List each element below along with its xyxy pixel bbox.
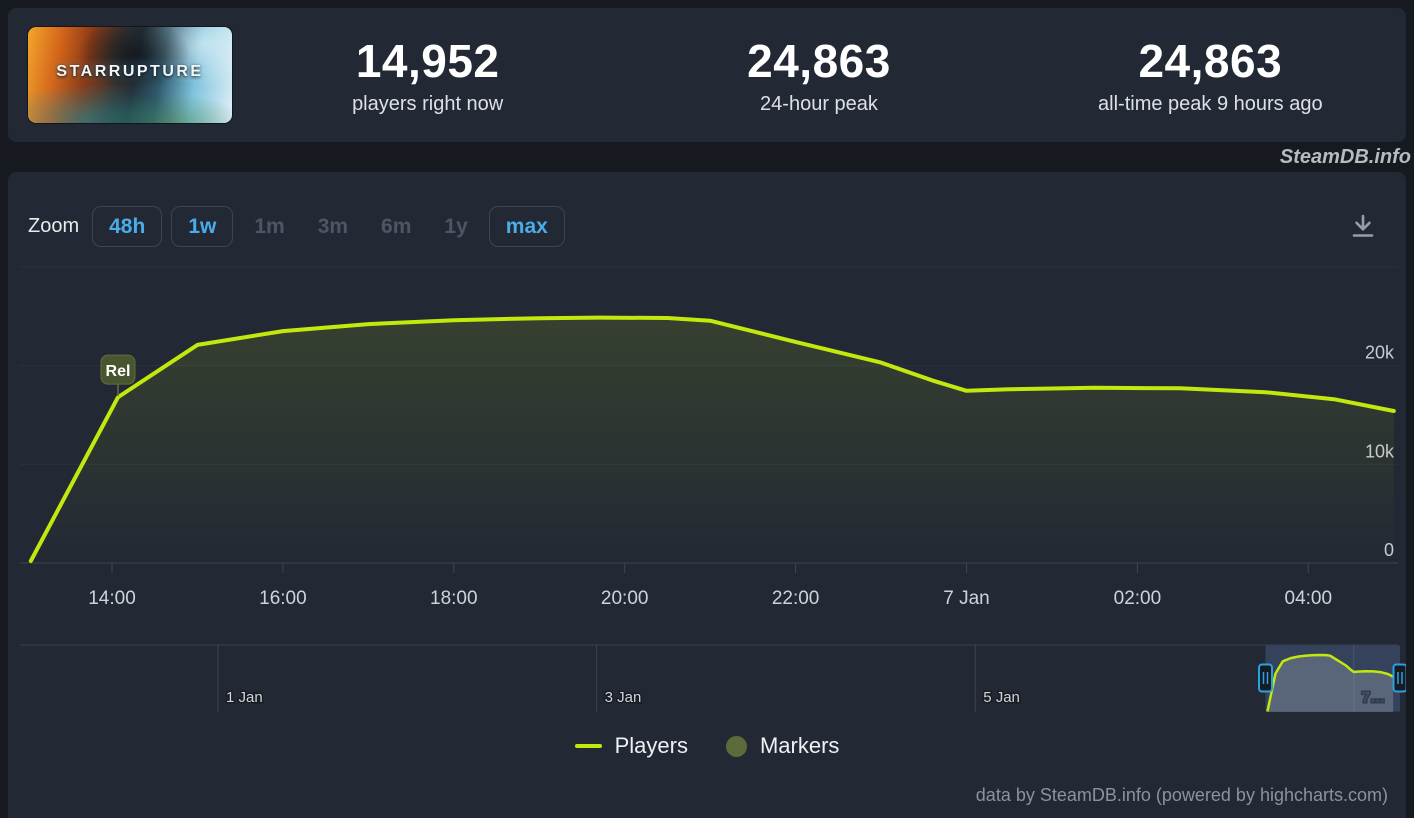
players-area (30, 317, 1394, 563)
navigator-handle-left[interactable] (1258, 663, 1273, 693)
nav-tick-label: 7… (1362, 689, 1385, 706)
navigator-area (1267, 655, 1394, 712)
x-axis-label: 7 Jan (943, 588, 989, 609)
game-title-logo: StarRupture (56, 63, 204, 81)
navigator-line (1266, 653, 1394, 712)
markers-circle-icon (725, 735, 747, 757)
stat-label: 24-hour peak (760, 93, 878, 115)
download-icon (1352, 214, 1374, 237)
x-axis-label: 22:00 (772, 588, 820, 609)
nav-tick-label: 5 Jan (983, 689, 1020, 706)
chart-legend: Players Markers (8, 733, 1406, 759)
navigator-handle-right[interactable] (1392, 663, 1407, 693)
range-buttons: 48h 1w 1m 3m 6m 1y max (92, 205, 565, 247)
players-line[interactable] (28, 315, 1396, 563)
credits-link[interactable]: data by SteamDB.info (powered by highcha… (975, 785, 1388, 805)
x-axis-label: 20:00 (601, 588, 649, 609)
range-button-1y: 1y (432, 207, 479, 246)
stat-label: players right now (352, 93, 504, 115)
x-axis-label: 16:00 (259, 588, 307, 609)
zoom-label: Zoom (28, 214, 80, 237)
range-button-1w[interactable]: 1w (171, 205, 234, 247)
flag-box (100, 354, 136, 385)
stat-block: 24,863 all-time peak 9 hours ago (1015, 34, 1406, 116)
x-axis-label: 02:00 (1114, 588, 1162, 609)
x-axis-label: 18:00 (430, 588, 478, 609)
handle-body (1258, 663, 1273, 693)
range-button-3m: 3m (306, 207, 360, 246)
stat-block: 24,863 24-hour peak (623, 34, 1014, 116)
legend-item-players[interactable]: Players (574, 733, 688, 759)
header-stats: 14,952 players right now 24,863 24-hour pea… (232, 34, 1406, 116)
steamdb-watermark: SteamDB.info (1279, 146, 1411, 168)
stat-value: 14,952 (355, 35, 500, 87)
stat-value: 24,863 (747, 35, 891, 87)
legend-label: Markers (759, 733, 840, 758)
release-flag[interactable]: Rel (100, 354, 136, 397)
game-key-art (28, 27, 232, 123)
nav-tick-label: 1 Jan (226, 689, 263, 706)
download-button[interactable] (1342, 205, 1384, 247)
range-button-6m: 6m (369, 207, 423, 246)
stat-block: 14,952 players right now (232, 34, 623, 116)
nav-tick-label: 3 Jan (605, 689, 642, 706)
flag-label: Rel (106, 363, 131, 380)
range-button-max[interactable]: max (488, 205, 565, 247)
x-axis-label: 14:00 (88, 588, 136, 609)
game-capsule-image[interactable]: StarRupture (28, 27, 232, 123)
stat-value: 24,863 (1138, 35, 1283, 87)
players-line-icon (574, 744, 602, 748)
x-axis-label: 04:00 (1285, 588, 1333, 609)
range-button-1m: 1m (242, 207, 296, 246)
chart-toolbar: Zoom 48h 1w 1m 3m 6m 1y max (28, 203, 1386, 249)
header-card: StarRupture 14,952 players right now 24,86… (8, 8, 1406, 142)
y-axis-label: 20k (1365, 343, 1395, 363)
range-button-48h[interactable]: 48h (92, 205, 163, 247)
stat-label: all-time peak 9 hours ago (1098, 93, 1323, 115)
legend-label: Players (614, 733, 688, 758)
legend-item-markers[interactable]: Markers (725, 733, 840, 759)
handle-body (1392, 663, 1406, 693)
